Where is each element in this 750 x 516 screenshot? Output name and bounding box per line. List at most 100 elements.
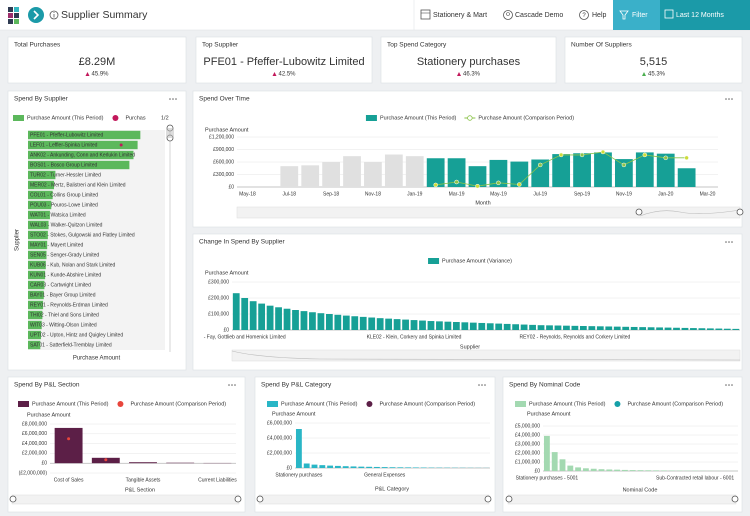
x-tick-label: KLE02 - Klein, Corkery and Spinka Limite… [367,334,462,340]
legend-label: Purchas [125,115,145,121]
comparison-point [663,155,668,161]
y-tick-label: COL01 - Collins Group Limited [30,192,98,198]
bar [327,465,334,468]
x-tick-label: Current Liabilities [198,477,237,483]
company-switcher[interactable]: Stationery & Mart [433,12,487,19]
bar [28,280,45,290]
y-tick-label: £200,000 [208,295,229,301]
bar [681,327,689,330]
bar [28,290,44,300]
legend-label: Purchase Amount (This Period) [380,115,457,121]
legend-swatch [13,115,24,121]
bar [28,340,41,350]
panel-menu-dot [725,241,727,243]
x-tick-label: Jul-18 [282,191,296,197]
panel-menu-dot [731,384,733,386]
kpi-change: 45.9% [91,72,109,78]
bar [28,200,52,210]
y-tick-label: STO02 - Stokes, Gulgowski and Flatley Li… [30,232,135,238]
legend-label: Purchase Amount (Comparison Period) [130,401,226,407]
bar [381,467,388,468]
y-axis-title: Purchase Amount [527,411,571,417]
legend-swatch [112,115,119,121]
change-zoom-slider[interactable] [231,349,741,362]
bar [630,326,638,330]
kpi-change: 45.3% [648,72,666,78]
kpi-card [195,36,373,84]
bar [249,301,257,330]
bar [28,210,50,220]
bar [426,158,445,187]
comparison-point [558,152,564,158]
y-tick-label: £1,000,000 [515,459,540,465]
bar [342,315,350,330]
y-tick-label: ANK02 - Ankunding, Conn and Kerlukin Lim… [30,152,135,158]
bar [28,170,56,180]
panel-title: Spend By Supplier [14,96,69,103]
x-axis-title: Supplier [460,344,480,350]
kpi-card [380,36,557,84]
bar [571,325,579,330]
y-axis-title: Purchase Amount [205,270,249,276]
y-axis-title: Purchase Amount [27,412,71,418]
bar [575,467,582,471]
bar [334,465,341,468]
y-tick-label: £3,000,000 [515,441,540,447]
nominal-zoom-slider[interactable] [505,494,739,505]
bar [28,330,42,340]
panel-title: Spend By P&L Category [261,382,332,389]
y-tick-label: BAY01 - Bayer Group Limited [30,292,96,298]
y-tick-label: THI02 - Thiel and Sons Limited [30,312,99,318]
y-tick-label: PFE01 - Pfeffer-Lubowitz Limited [30,132,103,138]
legend: Purchase Amount (This Period) Purchas [13,115,146,121]
bar [405,156,424,187]
bar [605,326,613,330]
bar [319,465,326,468]
bar [613,326,621,330]
menu-toggle[interactable] [28,7,44,23]
bar [28,310,43,320]
bar [486,323,494,330]
legend-swatch [267,401,278,407]
bar [292,310,299,330]
y-tick-label: £0 [223,327,229,333]
bar [275,307,282,330]
bar [28,250,47,260]
legend-label: Purchase Amount (This Period) [32,401,109,407]
kpi-value: £8.29M [79,56,116,68]
panel-menu-dot [725,384,727,386]
period-button[interactable]: Last 12 Months [676,12,724,19]
panel-menu-dot [481,384,483,386]
bar [551,452,558,471]
bar [677,168,696,187]
bar [567,465,574,471]
bar [715,328,723,330]
section-zoom-slider[interactable] [9,494,242,505]
help-link[interactable]: Help [592,12,607,19]
bar [639,327,647,330]
panel-menu-dot [731,98,733,100]
page-title: Supplier Summary [61,9,148,21]
legend: Purchase Amount (This Period) Purchase Am… [18,401,226,407]
y-tick-label: £100,000 [208,311,229,317]
bar [673,327,680,330]
y-tick-label: £600,000 [213,159,234,165]
bar [427,321,435,330]
bar [436,321,443,330]
x-axis-title: Nominal Code [623,487,658,493]
user-menu[interactable]: Cascade Demo [515,12,563,19]
y-tick-label: £0 [41,461,47,467]
x-tick-label: May-18 [239,191,256,197]
period-button-bg[interactable] [660,0,750,30]
panel [502,376,743,513]
bar [478,322,486,330]
bar [598,469,605,471]
supplier-scrollbar[interactable] [166,124,174,352]
time-zoom-slider[interactable] [236,206,744,219]
info-icon[interactable] [49,10,59,20]
panel-menu-dot [478,384,480,386]
legend-swatch [467,115,473,121]
category-zoom-slider[interactable] [256,494,492,505]
filter-button[interactable]: Filter [632,12,648,19]
filter-button-bg[interactable] [613,0,660,30]
